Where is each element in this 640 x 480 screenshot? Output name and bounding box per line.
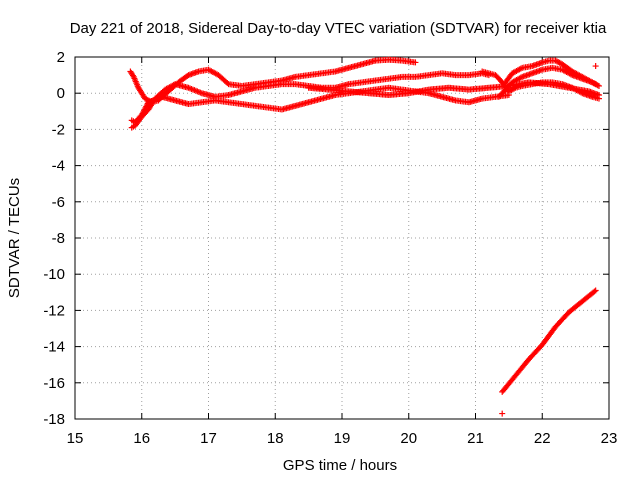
axis-ticks	[74, 56, 610, 420]
x-tick-label: 18	[267, 430, 284, 447]
y-tick-label: -18	[43, 411, 65, 428]
x-tick-label: 21	[467, 430, 484, 447]
y-tick-label: -10	[43, 266, 65, 283]
y-tick-label: -4	[52, 158, 65, 175]
x-tick-label: 16	[133, 430, 150, 447]
series-outliers	[499, 63, 599, 417]
y-tick-label: 2	[57, 49, 65, 66]
x-tick-label: 23	[601, 430, 618, 447]
y-tick-label: -12	[43, 302, 65, 319]
x-tick-labels: 15 16 17 18 19 20 21 22 23	[67, 430, 618, 447]
x-tick-label: 19	[334, 430, 351, 447]
data-point	[591, 288, 598, 295]
data-point	[511, 85, 518, 92]
x-axis-label: GPS time / hours	[283, 457, 397, 474]
data-point	[592, 63, 599, 70]
chart-title: Day 221 of 2018, Sidereal Day-to-day VTE…	[70, 20, 607, 37]
x-tick-label: 15	[67, 430, 84, 447]
data-point	[595, 82, 602, 89]
x-tick-label: 20	[400, 430, 417, 447]
y-tick-label: -6	[52, 194, 65, 211]
y-tick-label: -14	[43, 339, 65, 356]
y-tick-labels: -18 -16 -14 -12 -10 -8 -6 -4 -2 0 2	[43, 49, 65, 428]
series-descending-arc	[499, 287, 599, 395]
grid-lines	[75, 57, 609, 419]
y-tick-label: -16	[43, 375, 65, 392]
data-point	[412, 59, 419, 66]
y-tick-label: -2	[52, 121, 65, 138]
x-tick-label: 17	[200, 430, 217, 447]
data-point	[592, 287, 599, 294]
data-point	[499, 410, 506, 417]
data-point	[595, 95, 602, 102]
series-arc-g	[495, 64, 599, 100]
data-point	[592, 81, 599, 88]
data-points	[127, 56, 602, 417]
y-axis-label: SDTVAR / TECUs	[6, 178, 23, 298]
data-point	[224, 80, 231, 87]
y-tick-label: 0	[57, 85, 65, 102]
y-tick-label: -8	[52, 230, 65, 247]
x-tick-label: 22	[534, 430, 551, 447]
